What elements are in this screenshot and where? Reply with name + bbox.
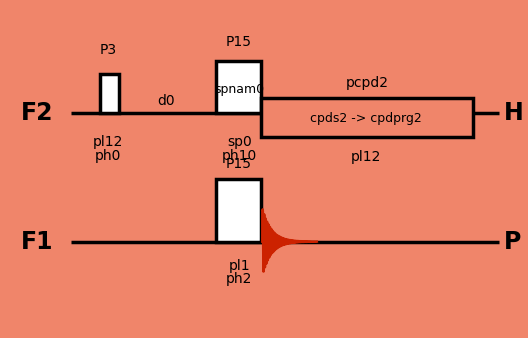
Text: P15: P15 bbox=[225, 35, 252, 49]
Bar bbox=[216, 179, 261, 242]
Text: cpds2 -> cpdprg2: cpds2 -> cpdprg2 bbox=[310, 112, 422, 125]
Bar bbox=[261, 98, 473, 137]
Text: P: P bbox=[504, 230, 522, 254]
Text: d0: d0 bbox=[157, 94, 175, 108]
Text: spnam0: spnam0 bbox=[214, 83, 264, 96]
Text: ph2: ph2 bbox=[226, 272, 252, 286]
Text: pl1: pl1 bbox=[229, 259, 250, 272]
Bar bbox=[216, 61, 261, 113]
Text: P3: P3 bbox=[100, 44, 117, 57]
Text: sp0: sp0 bbox=[227, 135, 251, 149]
Text: pl12: pl12 bbox=[351, 150, 381, 164]
Text: F2: F2 bbox=[21, 101, 54, 125]
Text: pl12: pl12 bbox=[93, 135, 124, 149]
Text: H: H bbox=[504, 101, 524, 125]
Bar bbox=[100, 74, 119, 113]
Text: ph10: ph10 bbox=[222, 149, 257, 163]
Text: pcpd2: pcpd2 bbox=[345, 76, 389, 90]
Text: F1: F1 bbox=[21, 230, 54, 254]
Text: P15: P15 bbox=[225, 157, 252, 171]
Text: ph0: ph0 bbox=[95, 149, 121, 163]
